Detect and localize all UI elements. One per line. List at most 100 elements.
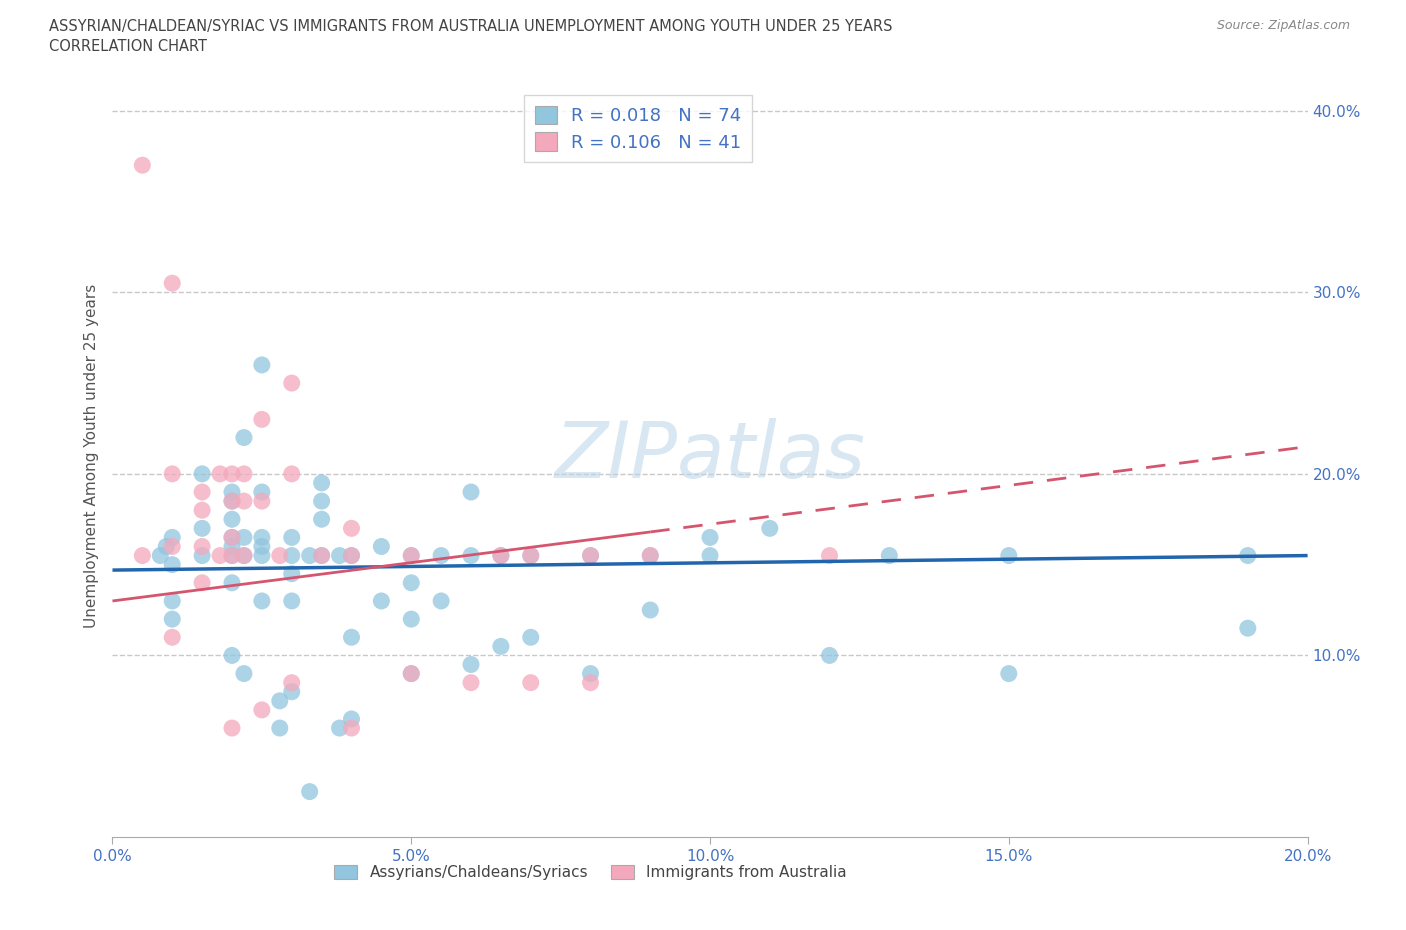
Point: [191, 485, 214, 499]
Point: [340, 548, 363, 563]
Point: [281, 467, 304, 482]
Point: [191, 503, 214, 518]
Point: [162, 539, 183, 554]
Text: ZIPatlas: ZIPatlas: [554, 418, 866, 494]
Point: [221, 576, 243, 591]
Point: [250, 593, 273, 608]
Point: [340, 721, 363, 736]
Point: [340, 521, 363, 536]
Point: [209, 467, 232, 482]
Point: [311, 548, 333, 563]
Point: [460, 548, 482, 563]
Point: [250, 357, 273, 372]
Point: [281, 548, 304, 563]
Point: [149, 548, 172, 563]
Point: [162, 612, 183, 627]
Point: [699, 530, 721, 545]
Point: [430, 548, 453, 563]
Point: [281, 684, 304, 699]
Point: [162, 593, 183, 608]
Point: [221, 721, 243, 736]
Point: [131, 548, 153, 563]
Point: [162, 530, 183, 545]
Point: [520, 548, 543, 563]
Point: [221, 530, 243, 545]
Point: [233, 530, 256, 545]
Point: [579, 548, 602, 563]
Point: [221, 485, 243, 499]
Point: [298, 548, 321, 563]
Point: [579, 548, 602, 563]
Point: [221, 494, 243, 509]
Point: [233, 430, 256, 445]
Point: [221, 548, 243, 563]
Point: [162, 276, 183, 291]
Point: [250, 494, 273, 509]
Point: [460, 658, 482, 672]
Point: [579, 666, 602, 681]
Point: [640, 548, 662, 563]
Point: [329, 548, 352, 563]
Point: [818, 548, 841, 563]
Point: [162, 557, 183, 572]
Text: CORRELATION CHART: CORRELATION CHART: [49, 39, 207, 54]
Point: [520, 548, 543, 563]
Point: [370, 539, 392, 554]
Point: [430, 593, 453, 608]
Point: [520, 630, 543, 644]
Point: [162, 630, 183, 644]
Point: [250, 530, 273, 545]
Point: [250, 539, 273, 554]
Point: [401, 666, 423, 681]
Point: [998, 548, 1021, 563]
Point: [640, 548, 662, 563]
Point: [311, 548, 333, 563]
Point: [818, 648, 841, 663]
Legend: Assyrians/Chaldeans/Syriacs, Immigrants from Australia: Assyrians/Chaldeans/Syriacs, Immigrants …: [328, 859, 853, 886]
Point: [1237, 620, 1260, 635]
Point: [460, 485, 482, 499]
Point: [329, 721, 352, 736]
Point: [340, 630, 363, 644]
Point: [162, 467, 183, 482]
Point: [191, 521, 214, 536]
Point: [269, 548, 291, 563]
Point: [401, 548, 423, 563]
Point: [209, 548, 232, 563]
Point: [759, 521, 782, 536]
Point: [879, 548, 901, 563]
Point: [191, 548, 214, 563]
Point: [998, 666, 1021, 681]
Point: [221, 467, 243, 482]
Point: [579, 675, 602, 690]
Point: [1237, 548, 1260, 563]
Text: ASSYRIAN/CHALDEAN/SYRIAC VS IMMIGRANTS FROM AUSTRALIA UNEMPLOYMENT AMONG YOUTH U: ASSYRIAN/CHALDEAN/SYRIAC VS IMMIGRANTS F…: [49, 19, 893, 33]
Point: [281, 675, 304, 690]
Point: [298, 784, 321, 799]
Point: [340, 548, 363, 563]
Point: [233, 548, 256, 563]
Point: [489, 548, 512, 563]
Point: [489, 548, 512, 563]
Point: [221, 530, 243, 545]
Text: Source: ZipAtlas.com: Source: ZipAtlas.com: [1216, 19, 1350, 32]
Point: [640, 603, 662, 618]
Point: [221, 548, 243, 563]
Point: [340, 711, 363, 726]
Point: [191, 576, 214, 591]
Point: [699, 548, 721, 563]
Point: [250, 412, 273, 427]
Point: [155, 539, 177, 554]
Point: [401, 548, 423, 563]
Point: [401, 576, 423, 591]
Point: [131, 158, 153, 173]
Point: [520, 675, 543, 690]
Point: [281, 376, 304, 391]
Point: [269, 694, 291, 709]
Point: [191, 539, 214, 554]
Point: [401, 666, 423, 681]
Point: [250, 485, 273, 499]
Point: [370, 593, 392, 608]
Point: [221, 648, 243, 663]
Point: [401, 612, 423, 627]
